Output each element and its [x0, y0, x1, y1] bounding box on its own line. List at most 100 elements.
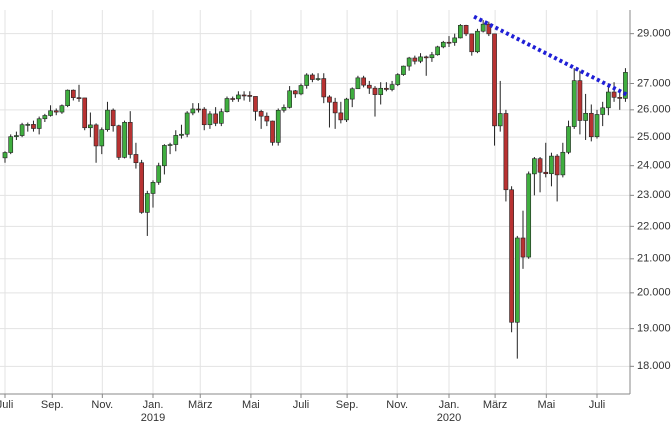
x-tick-label: März: [188, 399, 212, 411]
candle-body: [543, 171, 549, 175]
candle-body: [258, 111, 264, 117]
y-tick-label: 19.000: [637, 323, 671, 335]
candle-body: [105, 109, 110, 130]
x-tick-label: Juli: [589, 399, 606, 411]
candle-body: [606, 91, 611, 109]
candle-body: [76, 97, 82, 99]
candle-body: [36, 118, 42, 129]
candle-body: [623, 72, 628, 99]
candle-body: [310, 74, 315, 80]
candle-body: [452, 37, 458, 43]
candle-body: [537, 158, 543, 173]
candle-body: [184, 112, 190, 135]
candle-body: [2, 152, 8, 159]
candle-body: [321, 78, 327, 98]
candle-body: [520, 237, 526, 258]
candle-body: [167, 144, 173, 146]
candle-body: [554, 155, 560, 176]
candle-body: [82, 97, 88, 129]
candle-body: [571, 80, 577, 127]
x-tick-label: Nov.: [386, 399, 408, 411]
candle-body: [201, 108, 207, 126]
candle-body: [395, 74, 401, 85]
candle-body: [440, 41, 446, 48]
candle-body: [594, 114, 600, 138]
candle-body: [497, 113, 503, 127]
candle-body: [8, 136, 14, 153]
candle-body: [190, 108, 196, 114]
y-tick-label: 27.000: [637, 77, 671, 89]
candle-body: [344, 98, 349, 121]
candle-body: [366, 84, 372, 89]
candle-body: [588, 112, 594, 138]
candle-body: [401, 65, 406, 75]
candle-body: [275, 109, 281, 143]
candle-body: [31, 124, 36, 129]
candle-body: [469, 33, 475, 53]
candle-body: [463, 25, 469, 35]
candle-body: [99, 129, 105, 147]
candle-body: [150, 182, 156, 194]
x-tick-label: Jan.: [439, 399, 460, 411]
candle-body: [292, 90, 298, 95]
candle-body: [48, 110, 53, 116]
candle-body: [122, 122, 127, 158]
candle-body: [93, 124, 99, 147]
candle-body: [110, 109, 116, 127]
candle-body: [526, 173, 532, 258]
candle-body: [389, 84, 395, 90]
candle-body: [19, 124, 25, 136]
candle-body: [196, 108, 201, 111]
year-label: 2020: [437, 412, 461, 424]
candle-body: [406, 57, 412, 67]
y-tick-label: 23.000: [637, 189, 671, 201]
candle-body: [423, 56, 429, 59]
candle-body: [42, 115, 48, 120]
candle-body: [412, 57, 418, 62]
x-tick-label: Juli: [293, 399, 310, 411]
candle-body: [298, 85, 304, 95]
candle-body: [247, 95, 253, 97]
candle-body: [361, 77, 366, 86]
candle-body: [600, 107, 606, 115]
candle-body: [435, 46, 440, 56]
candle-body: [253, 96, 258, 112]
candle-body: [287, 90, 292, 108]
candle-body: [25, 124, 31, 126]
candle-body: [65, 89, 70, 107]
candle-body: [480, 23, 486, 32]
candle-body: [492, 33, 497, 127]
candle-body: [213, 113, 218, 124]
candle-body: [127, 122, 133, 155]
candle-body: [372, 87, 378, 95]
candle-body: [264, 115, 270, 122]
x-tick-label: Sep.: [41, 399, 64, 411]
candle-body: [514, 237, 520, 323]
y-tick-label: 22.000: [637, 220, 671, 232]
candle-body: [224, 98, 230, 113]
candle-body: [503, 113, 509, 191]
candle-body: [116, 125, 122, 158]
candle-body: [14, 135, 19, 137]
candle-body: [458, 25, 463, 39]
candle-body: [207, 113, 213, 126]
candle-body: [509, 189, 514, 323]
x-tick-label: Nov.: [91, 399, 113, 411]
candle-body: [611, 91, 617, 98]
candle-body: [577, 80, 583, 121]
candle-body: [162, 145, 167, 167]
candle-body: [88, 124, 93, 129]
candle-body: [144, 193, 150, 213]
candle-body: [475, 30, 480, 53]
candle-body: [281, 107, 287, 111]
y-tick-label: 26.000: [637, 104, 671, 116]
x-tick-label: Juli: [0, 399, 13, 411]
candle-body: [139, 162, 144, 213]
y-tick-label: 21.000: [637, 253, 671, 265]
candle-body: [429, 54, 435, 59]
candle-body: [355, 77, 361, 90]
candle-body: [173, 135, 179, 145]
candle-body: [179, 133, 184, 136]
candle-body: [418, 56, 423, 62]
